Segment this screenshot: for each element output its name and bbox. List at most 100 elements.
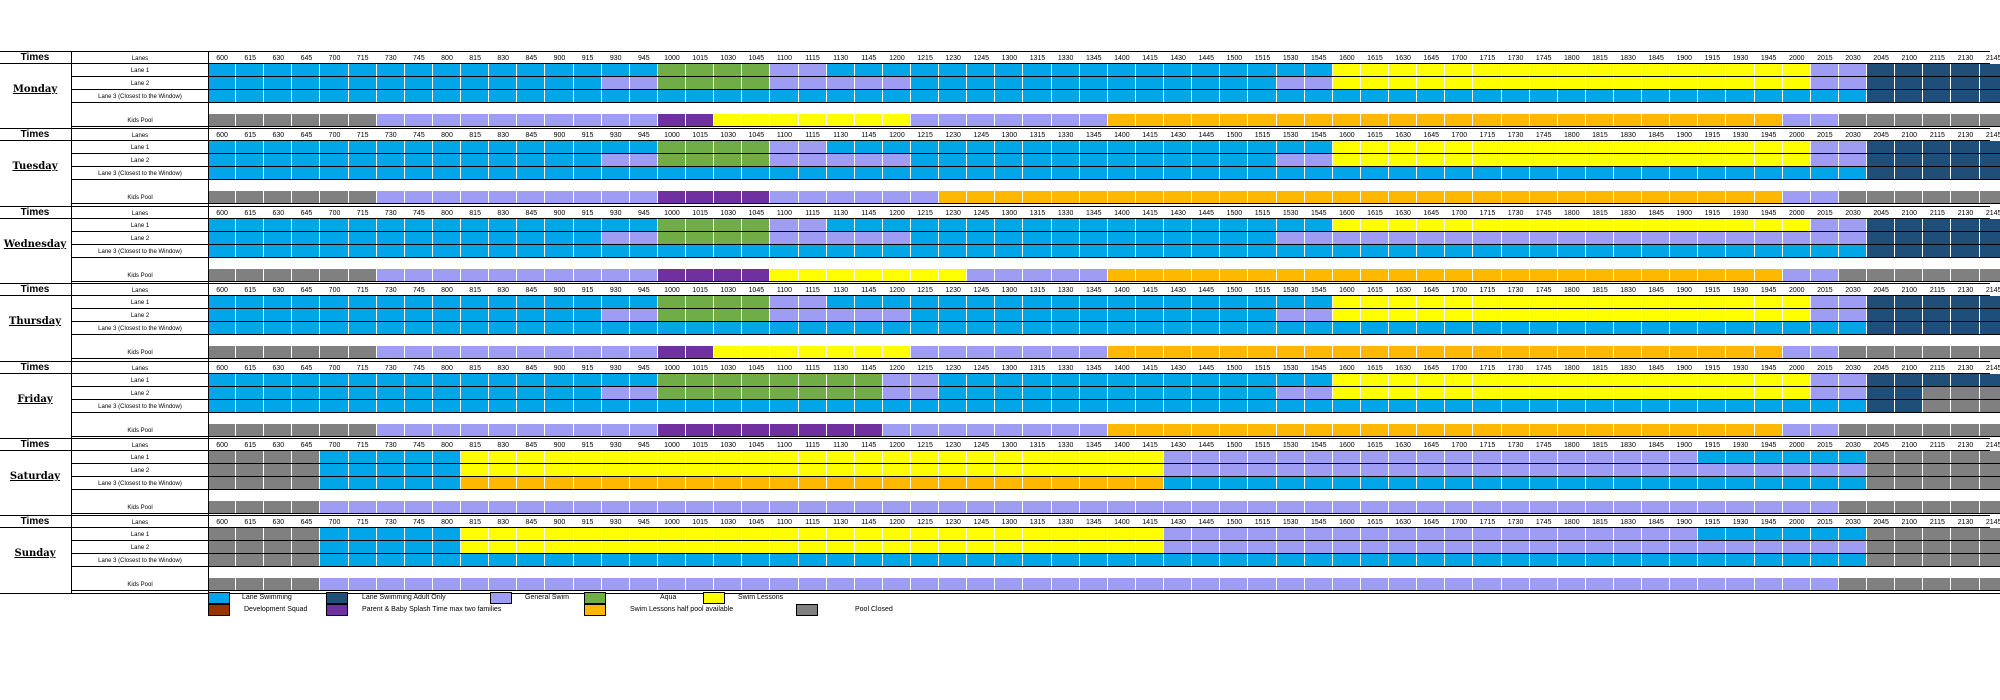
slot-lessons: [1023, 451, 1052, 463]
slot-lane: [545, 554, 574, 567]
day-block-monday: Times Lanes 600 615 630 645 700 715 730 745 800 815…: [0, 51, 2000, 129]
slot-lane: [1417, 167, 1446, 180]
time-label: 1615: [1367, 55, 1383, 62]
slot-general: [882, 423, 911, 436]
times-row: Times Lanes 600 615 630 645 700 715 730 745 800 815…: [0, 515, 2000, 529]
slot-lessons: [1529, 373, 1558, 386]
slot-half: [1726, 423, 1755, 436]
slot-lane: [1051, 218, 1080, 231]
slot-half: [1417, 114, 1446, 126]
slot-lane: [967, 386, 996, 399]
time-label: 1715: [1479, 287, 1496, 295]
slot-closed: [1867, 541, 1896, 554]
time-label: 915: [581, 364, 594, 372]
slot-lane: [376, 464, 405, 476]
time-label: 1330: [1057, 55, 1074, 62]
time-label: 1045: [748, 442, 765, 449]
time-label: 1315: [1029, 287, 1046, 295]
legend-label-closed: Pool Closed: [855, 606, 893, 613]
slot-closed: [1979, 346, 2000, 359]
slot-lessons: [1782, 386, 1811, 399]
slot-lane: [601, 64, 630, 76]
time-label: 1900: [1676, 364, 1693, 372]
slot-general: [1389, 464, 1418, 476]
lane-2-label: Lane 2: [130, 468, 150, 474]
slot-lane: [1248, 167, 1277, 180]
slot-lane: [461, 77, 490, 89]
time-label: 1945: [1760, 132, 1777, 140]
kids-pool-label: Kids Pool: [127, 350, 153, 357]
time-label: 1645: [1423, 132, 1439, 140]
slot-lane: [236, 154, 265, 167]
slot-lane: [1360, 477, 1390, 489]
slot-lessons: [854, 541, 883, 554]
slot-lane: [404, 528, 433, 541]
lane-3-label: Lane 3 (Closest to the Window): [98, 171, 182, 178]
slot-lane: [1445, 167, 1474, 180]
slot-general: [1670, 451, 1699, 463]
slot-general: [911, 423, 940, 436]
slot-lessons: [1360, 309, 1390, 322]
time-label: 1700: [1451, 55, 1468, 62]
slot-general: [854, 309, 883, 322]
slot-half: [1585, 191, 1614, 204]
slot-lessons: [1079, 541, 1108, 554]
slot-general: [1810, 373, 1839, 386]
slot-parent: [657, 268, 687, 281]
slot-lane: [236, 141, 265, 154]
slot-lane: [1529, 167, 1558, 180]
slot-adult: [1951, 244, 1980, 257]
slot-lane: [320, 528, 349, 541]
slot-general: [770, 191, 799, 204]
slot-lane: [404, 244, 433, 257]
slot-lane: [1389, 554, 1418, 567]
slot-lessons: [1698, 296, 1727, 309]
slot-lane: [208, 399, 237, 412]
slot-lane: [1698, 167, 1727, 180]
time-label: 645: [300, 442, 313, 449]
slot-lane: [1585, 167, 1614, 180]
slot-lane: [489, 64, 518, 76]
slot-lane: [1332, 322, 1361, 335]
slot-lessons: [1389, 77, 1418, 89]
time-label: 1215: [917, 442, 933, 449]
slot-half: [967, 191, 996, 204]
slot-general: [1079, 578, 1108, 591]
slot-general: [629, 114, 658, 126]
slot-aqua: [714, 64, 743, 76]
time-label: 1615: [1367, 442, 1383, 449]
slot-general: [1782, 423, 1811, 436]
slot-general: [376, 501, 405, 513]
slot-lane: [629, 399, 658, 412]
slot-lane: [1360, 90, 1390, 102]
grid-left-border: [208, 360, 209, 438]
time-label: 830: [497, 287, 510, 295]
slot-lane: [1304, 167, 1333, 180]
slot-general: [489, 423, 518, 436]
slot-closed: [236, 423, 265, 436]
slot-lane: [348, 77, 377, 89]
lane-1-label: Lane 1: [130, 68, 150, 74]
slot-lane: [939, 322, 968, 335]
slot-lane: [404, 309, 433, 322]
time-label: 1700: [1451, 519, 1468, 527]
slot-lane: [1192, 244, 1221, 257]
row-divider: [72, 590, 2000, 592]
slot-closed: [1895, 268, 1924, 281]
slot-lessons: [826, 528, 855, 541]
label-col-border: [71, 360, 72, 438]
slot-lane: [1164, 554, 1193, 567]
slot-lane: [1276, 167, 1305, 180]
slot-lane: [1754, 399, 1783, 412]
time-label: 830: [497, 209, 510, 217]
slot-lessons: [1642, 141, 1671, 154]
slot-adult: [1979, 167, 2000, 180]
slot-lane: [1445, 554, 1474, 567]
time-label: 1815: [1592, 442, 1608, 449]
slot-general: [882, 501, 911, 513]
time-label: 1730: [1507, 132, 1524, 140]
lane-3-label: Lane 3 (Closest to the Window): [98, 94, 182, 100]
time-label: 1715: [1479, 132, 1496, 140]
time-label: 815: [469, 519, 481, 527]
slot-lessons: [1473, 309, 1502, 322]
